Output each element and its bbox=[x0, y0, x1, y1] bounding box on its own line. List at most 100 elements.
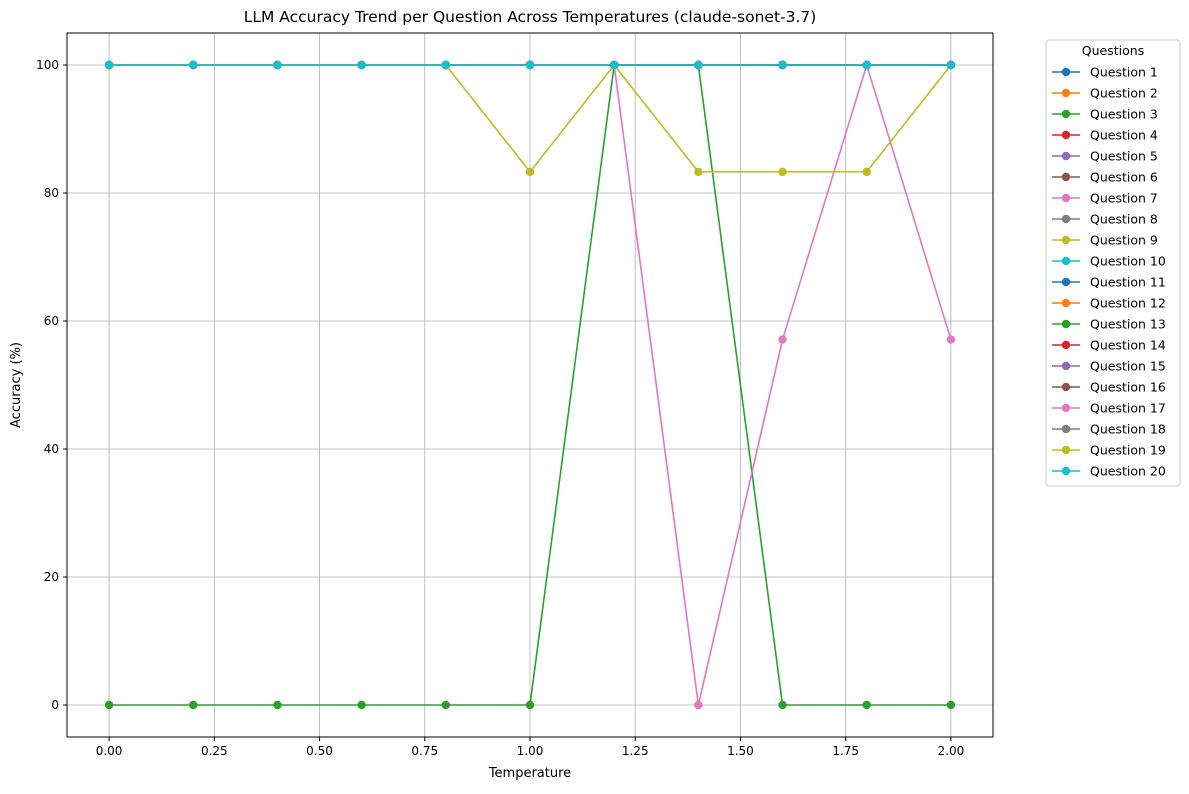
legend-item: Question 6 bbox=[1052, 170, 1158, 185]
legend-label: Question 2 bbox=[1090, 86, 1158, 101]
legend-item: Question 11 bbox=[1052, 275, 1166, 290]
x-tick-label: 0.25 bbox=[201, 744, 228, 758]
legend-marker bbox=[1061, 109, 1071, 119]
legend-item: Question 3 bbox=[1052, 107, 1158, 122]
x-tick-label: 1.25 bbox=[622, 744, 649, 758]
data-point bbox=[946, 700, 956, 710]
legend-item: Question 15 bbox=[1052, 359, 1166, 374]
legend-label: Question 8 bbox=[1090, 212, 1158, 227]
data-point bbox=[609, 60, 619, 70]
legend-marker bbox=[1061, 319, 1071, 329]
data-point bbox=[357, 700, 366, 710]
legend-marker bbox=[1061, 382, 1071, 392]
data-point bbox=[273, 60, 282, 70]
axis-ticks: 0.00 0.25 0.50 0.75 1.00 1.25 1.50 1.75 2.00 0 20 4… bbox=[36, 58, 964, 758]
legend-label: Question 9 bbox=[1090, 233, 1158, 248]
legend-marker bbox=[1061, 214, 1071, 224]
legend-label: Question 14 bbox=[1090, 338, 1166, 353]
data-point bbox=[694, 700, 703, 710]
x-tick-label: 2.00 bbox=[938, 744, 965, 758]
legend-label: Question 17 bbox=[1090, 401, 1166, 416]
series-lines bbox=[104, 60, 956, 710]
data-point bbox=[104, 60, 114, 70]
legend-label: Question 13 bbox=[1090, 317, 1166, 332]
data-point bbox=[778, 700, 787, 710]
legend-item: Question 8 bbox=[1052, 212, 1158, 227]
legend: Questions Question 1 Question 2 Question 3… bbox=[1045, 39, 1181, 487]
data-point bbox=[525, 167, 535, 177]
data-point bbox=[862, 60, 871, 70]
legend-label: Question 4 bbox=[1090, 128, 1158, 143]
data-point bbox=[104, 700, 114, 710]
data-point bbox=[441, 60, 451, 70]
legend-label: Question 18 bbox=[1090, 422, 1166, 437]
y-tick-label: 80 bbox=[44, 186, 59, 200]
legend-box bbox=[1045, 39, 1181, 487]
legend-label: Question 1 bbox=[1090, 65, 1158, 80]
y-axis-label: Accuracy (%) bbox=[9, 342, 24, 428]
legend-marker bbox=[1061, 403, 1071, 413]
legend-item: Question 18 bbox=[1052, 422, 1166, 437]
data-point bbox=[525, 700, 535, 710]
data-point bbox=[694, 60, 703, 70]
legend-item: Question 19 bbox=[1052, 443, 1166, 458]
y-tick-label: 60 bbox=[44, 314, 59, 328]
grid-lines bbox=[67, 33, 993, 737]
legend-marker bbox=[1061, 193, 1071, 203]
chart-title: LLM Accuracy Trend per Question Across T… bbox=[244, 8, 817, 26]
legend-label: Question 6 bbox=[1090, 170, 1158, 185]
data-point bbox=[441, 700, 451, 710]
data-point bbox=[525, 60, 535, 70]
data-point bbox=[946, 335, 956, 344]
y-tick-label: 20 bbox=[44, 570, 59, 584]
legend-marker bbox=[1061, 151, 1071, 161]
legend-item: Question 5 bbox=[1052, 149, 1158, 164]
legend-item: Question 12 bbox=[1052, 296, 1166, 311]
data-point bbox=[694, 167, 703, 177]
x-tick-label: 0.00 bbox=[96, 744, 123, 758]
data-point bbox=[778, 167, 787, 177]
legend-marker bbox=[1061, 256, 1071, 266]
legend-marker bbox=[1061, 172, 1071, 182]
legend-label: Question 11 bbox=[1090, 275, 1166, 290]
y-tick-label: 0 bbox=[51, 698, 59, 712]
legend-marker bbox=[1061, 277, 1071, 287]
legend-label: Question 20 bbox=[1090, 464, 1166, 479]
legend-marker bbox=[1061, 130, 1071, 140]
legend-item: Question 9 bbox=[1052, 233, 1158, 248]
legend-label: Question 15 bbox=[1090, 359, 1166, 374]
legend-marker bbox=[1061, 361, 1071, 371]
legend-item: Question 4 bbox=[1052, 128, 1158, 143]
legend-marker bbox=[1061, 88, 1071, 98]
legend-item: Question 14 bbox=[1052, 338, 1166, 353]
x-tick-label: 0.75 bbox=[411, 744, 438, 758]
data-point bbox=[778, 335, 787, 344]
legend-entries: Question 1 Question 2 Question 3 Question 4… bbox=[1052, 65, 1166, 479]
data-point bbox=[862, 700, 871, 710]
data-point bbox=[189, 60, 198, 70]
series-20 bbox=[104, 60, 956, 70]
legend-item: Question 2 bbox=[1052, 86, 1158, 101]
y-tick-label: 40 bbox=[44, 442, 59, 456]
legend-marker bbox=[1061, 298, 1071, 308]
legend-marker bbox=[1061, 67, 1071, 77]
y-tick-label: 100 bbox=[36, 58, 59, 72]
legend-item: Question 10 bbox=[1052, 254, 1166, 269]
legend-marker bbox=[1061, 445, 1071, 455]
x-tick-label: 1.50 bbox=[727, 744, 754, 758]
legend-item: Question 7 bbox=[1052, 191, 1158, 206]
x-axis-label: Temperature bbox=[488, 766, 571, 781]
legend-item: Question 16 bbox=[1052, 380, 1166, 395]
legend-label: Question 7 bbox=[1090, 191, 1158, 206]
legend-item: Question 13 bbox=[1052, 317, 1166, 332]
legend-item: Question 20 bbox=[1052, 464, 1166, 479]
legend-item: Question 1 bbox=[1052, 65, 1158, 80]
legend-item: Question 17 bbox=[1052, 401, 1166, 416]
legend-marker bbox=[1061, 466, 1071, 476]
x-tick-label: 1.00 bbox=[517, 744, 544, 758]
data-point bbox=[189, 700, 198, 710]
legend-label: Question 12 bbox=[1090, 296, 1166, 311]
data-point bbox=[946, 60, 956, 70]
data-point bbox=[862, 167, 871, 177]
